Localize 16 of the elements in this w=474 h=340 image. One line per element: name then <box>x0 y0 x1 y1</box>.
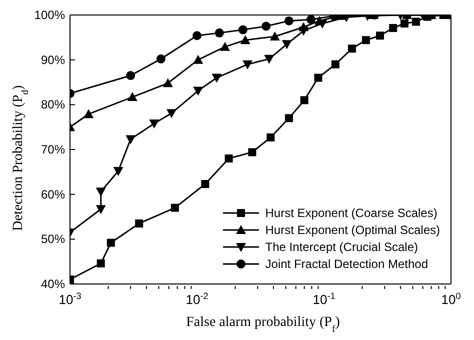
y-tick-label: 60% <box>40 187 66 202</box>
x-tick-label: 10$^{0}$ <box>441 291 461 307</box>
legend-label: Hurst Exponent (Optimal Scales) <box>265 222 440 236</box>
x-tick-label: 10$^{-2}$ <box>186 291 208 307</box>
y-tick-label: 50% <box>40 232 66 246</box>
legend-label: Hurst Exponent (Coarse Scales) <box>265 206 438 220</box>
legend-label: Joint Fractal Detection Method <box>265 256 428 270</box>
x-axis-title: False alarm probability (P$_{f}$) <box>186 315 340 334</box>
y-tick-label: 80% <box>40 98 66 112</box>
legend-label: The Intercept (Crucial Scale) <box>265 240 418 254</box>
x-tick-label: 10$^{-1}$ <box>312 291 336 307</box>
y-tick-label: 100% <box>34 8 66 22</box>
y-tick-label: 40% <box>40 277 66 291</box>
x-tick-label: 10$^{-3}$ <box>58 291 82 307</box>
y-tick-label: 70% <box>40 142 66 156</box>
y-tick-label: 90% <box>40 52 66 67</box>
